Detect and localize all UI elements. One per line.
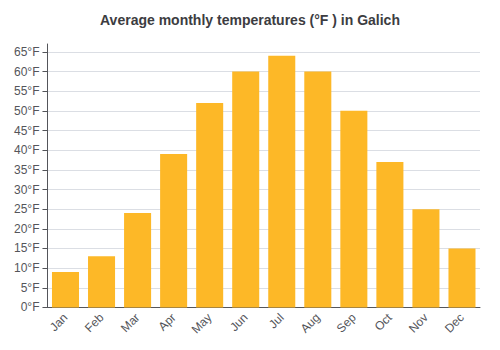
svg-text:50°F: 50°F (14, 104, 39, 118)
svg-text:10°F: 10°F (14, 261, 39, 275)
svg-text:40°F: 40°F (14, 143, 39, 157)
svg-text:Oct: Oct (372, 310, 396, 334)
svg-text:May: May (189, 311, 215, 337)
svg-text:Average monthly temperatures (: Average monthly temperatures (°F ) in Ga… (100, 12, 400, 28)
svg-text:Jul: Jul (266, 311, 287, 332)
svg-text:Feb: Feb (82, 310, 107, 335)
svg-text:Nov: Nov (406, 311, 431, 336)
svg-text:Apr: Apr (155, 311, 178, 334)
svg-text:Aug: Aug (298, 311, 323, 336)
svg-text:Jan: Jan (47, 311, 71, 335)
svg-text:Jun: Jun (227, 311, 251, 335)
svg-text:60°F: 60°F (14, 65, 39, 79)
svg-text:15°F: 15°F (14, 241, 39, 255)
svg-text:25°F: 25°F (14, 202, 39, 216)
svg-text:Mar: Mar (118, 311, 143, 335)
svg-text:5°F: 5°F (21, 281, 40, 295)
svg-text:30°F: 30°F (14, 183, 39, 197)
svg-text:20°F: 20°F (14, 222, 39, 236)
svg-text:65°F: 65°F (14, 45, 39, 59)
svg-text:Dec: Dec (442, 311, 467, 336)
svg-text:55°F: 55°F (14, 84, 39, 98)
svg-text:Sep: Sep (334, 310, 359, 335)
svg-text:0°F: 0°F (21, 300, 40, 314)
svg-text:45°F: 45°F (14, 124, 39, 138)
svg-text:35°F: 35°F (14, 163, 39, 177)
